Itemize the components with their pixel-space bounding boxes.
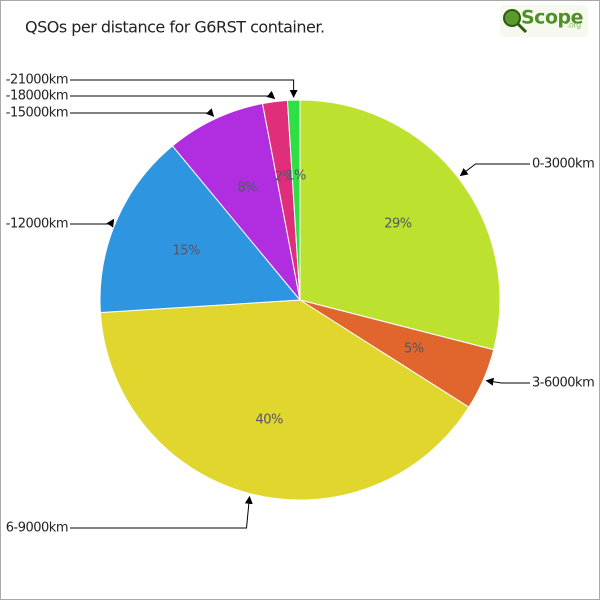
pie-slice	[99, 299, 470, 501]
callout-line	[70, 108, 215, 117]
chart-title: QSOs per distance for G6RST container.	[25, 18, 325, 37]
category-label: 0-3000km	[532, 157, 594, 172]
slice-label: 15%	[172, 243, 200, 258]
logo: Scope .org	[500, 5, 588, 37]
callout-line	[70, 79, 298, 98]
callout-line	[485, 377, 530, 386]
slice-label: 29%	[384, 216, 412, 231]
logo-text: Scope	[521, 7, 583, 29]
category-label: -18000km	[6, 89, 68, 104]
category-label: -21000km	[6, 73, 68, 88]
slice-label: 2%	[275, 169, 295, 184]
pie-slice	[99, 145, 302, 314]
category-label: 3-6000km	[532, 376, 594, 391]
category-label: -12000km	[6, 217, 68, 232]
logo-icon-handle	[516, 22, 528, 34]
logo-icon	[503, 9, 521, 27]
pie-slice	[299, 99, 501, 351]
callout-line	[70, 495, 253, 529]
logo-suffix: .org	[567, 21, 581, 30]
slice-label: 40%	[255, 413, 283, 428]
callout-line	[459, 163, 530, 177]
callout-line	[70, 90, 276, 100]
callout-line	[70, 218, 115, 228]
slice-label: 8%	[237, 180, 257, 195]
slice-label: 5%	[404, 342, 424, 357]
pie-slice	[286, 99, 301, 301]
category-label: 6-9000km	[6, 521, 68, 536]
category-label: -15000km	[6, 106, 68, 121]
pie-slice	[171, 102, 301, 301]
slice-label: 1%	[286, 169, 306, 184]
